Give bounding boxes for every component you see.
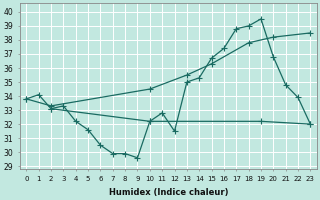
X-axis label: Humidex (Indice chaleur): Humidex (Indice chaleur) [108, 188, 228, 197]
